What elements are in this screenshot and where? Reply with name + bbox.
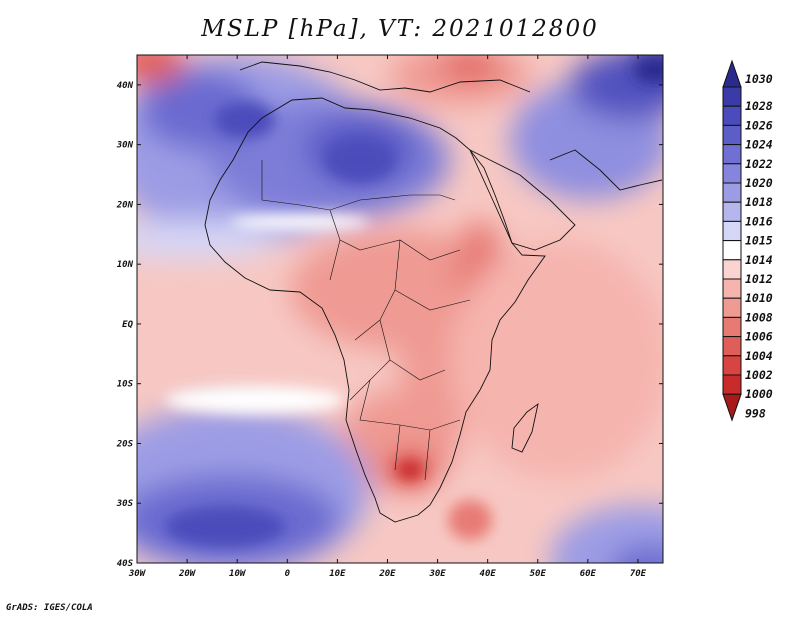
colorbar-top-arrow (722, 59, 742, 88)
colorbar-segment (722, 316, 742, 338)
lon-tick-label: 40E (480, 569, 497, 579)
lon-tick-label: 50E (530, 569, 547, 579)
lat-axis: 40N 30N 20N 10N EQ 10S 20S 30S 40S (116, 81, 663, 569)
map-title: MSLP [hPa], VT: 2021012800 (201, 16, 599, 42)
colorbar-label: 1018 (745, 195, 773, 209)
lat-tick-label: 10N (117, 260, 134, 270)
colorbar-segment (722, 336, 742, 357)
lon-tick-label: 30W (128, 569, 147, 579)
colorbar-segment (722, 259, 742, 280)
colorbar-segment (722, 374, 742, 395)
lon-tick-label: 60E (580, 569, 597, 579)
colorbar-segment (722, 297, 742, 318)
colorbar-label: 1026 (745, 118, 773, 132)
colorbar-segment (722, 220, 742, 242)
pressure-field (137, 55, 663, 563)
lat-tick-label: 40N (117, 81, 134, 91)
lat-tick-label: 20S (116, 439, 134, 449)
colorbar-label: 1030 (745, 72, 773, 86)
lon-tick-label: 10E (329, 569, 346, 579)
colorbar-segment (722, 278, 742, 299)
colorbar-segment (722, 240, 742, 261)
colorbar-segment (722, 124, 742, 146)
country-borders (261, 160, 471, 481)
colorbar-label: 998 (745, 406, 766, 420)
plot-frame (136, 54, 664, 564)
colorbar-segment (722, 86, 742, 107)
colorbar: 1030 1028 1026 1024 1022 1020 1018 1016 1015 1014… (722, 59, 773, 422)
lat-tick-label: EQ (122, 320, 133, 330)
colorbar-segment (722, 105, 742, 126)
lon-axis: 30W 20W 10W 0 10E 20E 30E 40E 50E 60E 70E (128, 55, 647, 579)
lat-tick-label: 10S (117, 380, 134, 390)
coastlines (204, 61, 663, 523)
colorbar-segment (722, 144, 742, 165)
lon-tick-label: 20E (378, 569, 396, 579)
colorbar-segment (722, 163, 742, 184)
footer-credit: GrADS: IGES/COLA (6, 603, 93, 613)
lat-tick-label: 20N (116, 200, 134, 210)
colorbar-label: 1028 (745, 99, 773, 113)
lon-tick-label: 70E (630, 569, 647, 579)
lon-tick-label: 10W (229, 569, 247, 579)
colorbar-label: 1008 (745, 310, 773, 324)
colorbar-label: 1004 (745, 349, 773, 363)
colorbar-label: 1024 (745, 138, 773, 152)
lon-tick-label: 0 (285, 569, 291, 579)
lon-tick-label: 30E (428, 569, 446, 579)
arabia-coast (469, 149, 576, 251)
colorbar-label: 1010 (745, 291, 773, 305)
colorbar-bottom-arrow (722, 393, 742, 422)
field-cores (165, 58, 663, 547)
lat-tick-label: 30S (116, 499, 134, 509)
colorbar-label: 1014 (745, 253, 773, 267)
lat-tick-label: 40S (117, 559, 134, 569)
colorbar-segment (722, 201, 742, 222)
gulf-coast (549, 149, 663, 191)
colorbar-segment (722, 182, 742, 203)
colorbar-label: 1020 (745, 176, 773, 190)
colorbar-label: 1022 (745, 157, 773, 171)
colorbar-label: 1015 (745, 234, 773, 248)
lat-tick-label: 30N (116, 141, 134, 151)
europe-coast (239, 61, 531, 93)
colorbar-label: 1000 (745, 387, 773, 401)
colorbar-label: 1016 (745, 214, 773, 228)
colorbar-label: 1012 (745, 272, 773, 286)
colorbar-segment (722, 355, 742, 376)
colorbar-label: 1006 (745, 330, 773, 344)
lon-tick-label: 20W (178, 569, 197, 579)
madagascar (511, 402, 539, 453)
africa-coastline (204, 97, 546, 523)
colorbar-label: 1002 (745, 368, 773, 382)
